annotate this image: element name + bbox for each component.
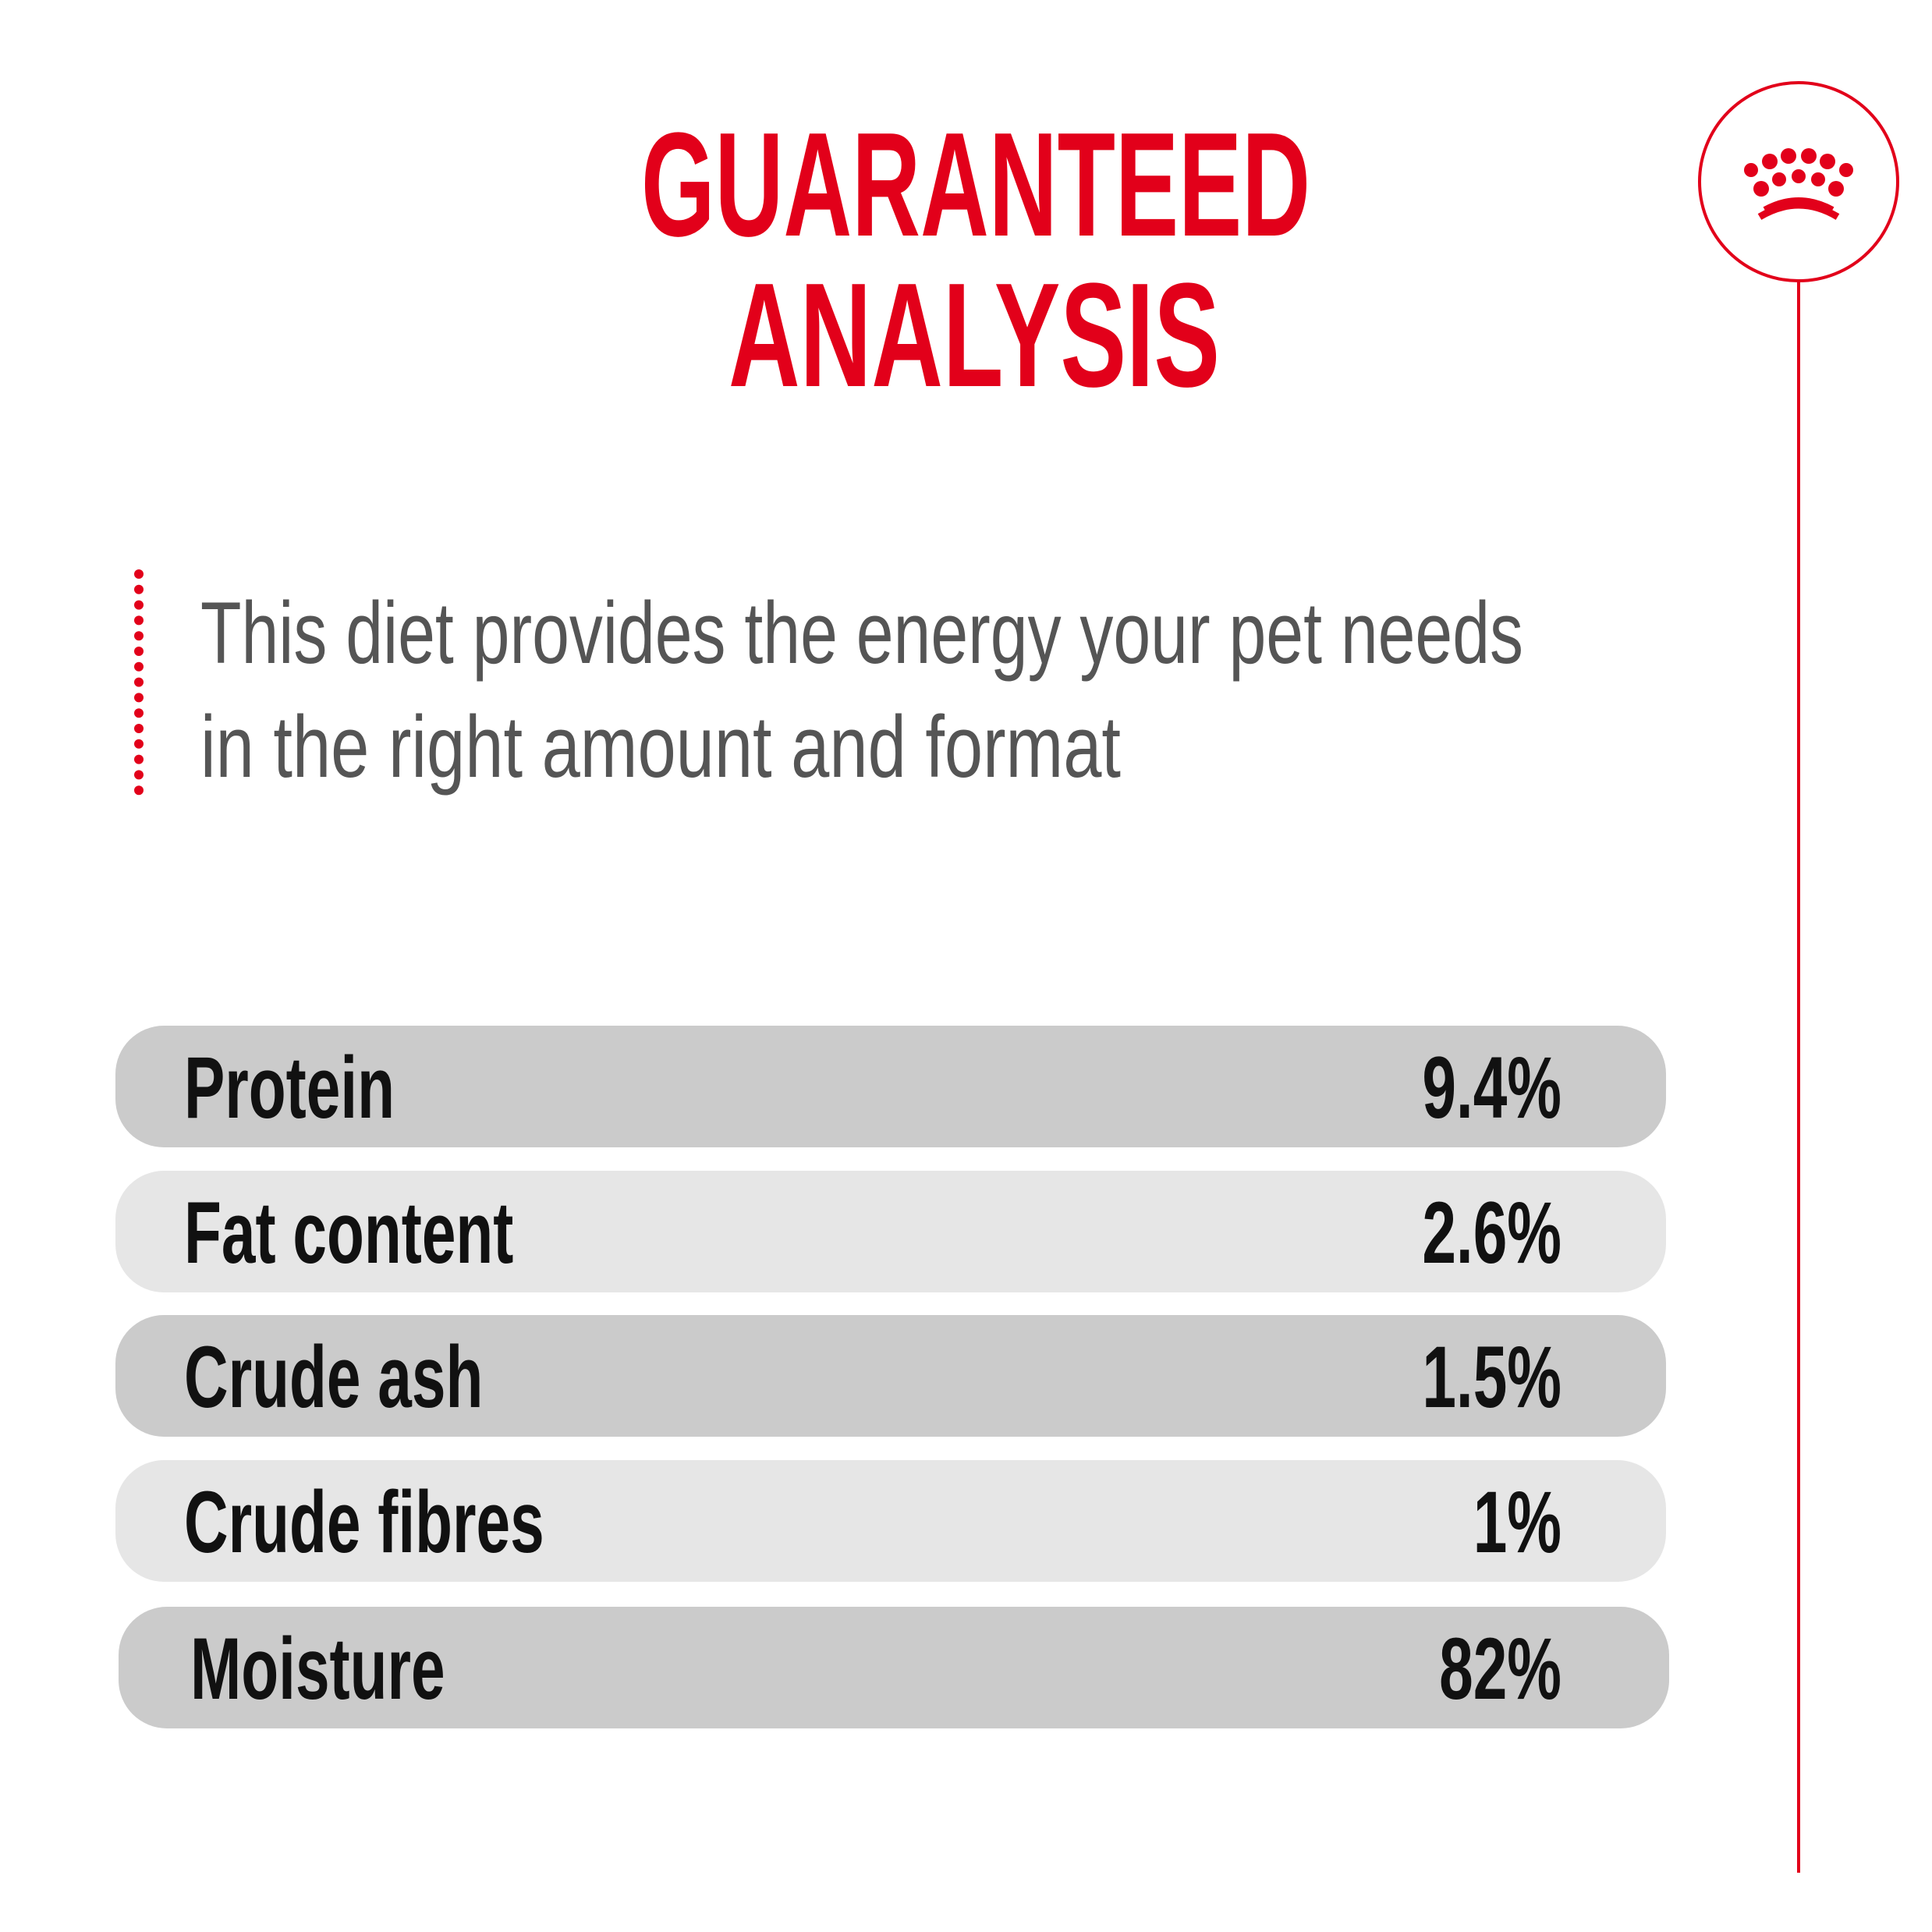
dot [134,708,144,718]
analysis-table: Protein 9.4%Fat content 2.6%Crude ash 1.5%C… [115,1026,1669,1728]
row-background [119,1607,1669,1728]
row-value: 2.6% [1422,1184,1562,1282]
description-line: This diet provides the energy your pet n… [200,584,1523,682]
logo [1698,81,1899,1873]
row-label: Protein [184,1039,395,1136]
dot [134,724,144,733]
dot [134,631,144,641]
dot [134,770,144,780]
row-label: Fat content [184,1184,513,1282]
dot [134,785,144,796]
row-background [115,1171,1666,1292]
crown [1744,148,1853,220]
title: GUARANTEED ANALYSIS [641,102,1310,418]
table-row: Crude ash 1.5% [115,1315,1666,1437]
table-row: Moisture 82% [119,1607,1669,1728]
table-row: Crude fibres 1% [115,1460,1666,1582]
row-value: 1.5% [1422,1328,1562,1426]
dot [134,600,144,610]
table-row: Protein 9.4% [115,1026,1666,1147]
row-value: 9.4% [1422,1039,1562,1136]
title-line: ANALYSIS [728,253,1220,418]
table-row: Fat content 2.6% [115,1171,1666,1292]
dot [134,584,144,594]
dot [134,661,144,672]
row-background [115,1026,1666,1147]
row-label: Crude fibres [184,1473,544,1571]
dot [134,677,144,687]
row-value: 82% [1439,1620,1562,1718]
row-value: 1% [1473,1473,1562,1571]
description: This diet provides the energy your pet n… [200,584,1523,796]
title-line: GUARANTEED [641,102,1310,268]
dotted-rule [134,569,144,796]
dot [134,739,144,749]
row-label: Moisture [190,1620,445,1718]
description-line: in the right amount and format [200,698,1121,796]
row-background [115,1315,1666,1437]
row-background [115,1460,1666,1582]
dot [134,647,144,656]
dot [134,754,144,764]
dot [134,693,144,703]
row-label: Crude ash [184,1328,483,1426]
dot [134,569,144,579]
dot [134,615,144,626]
